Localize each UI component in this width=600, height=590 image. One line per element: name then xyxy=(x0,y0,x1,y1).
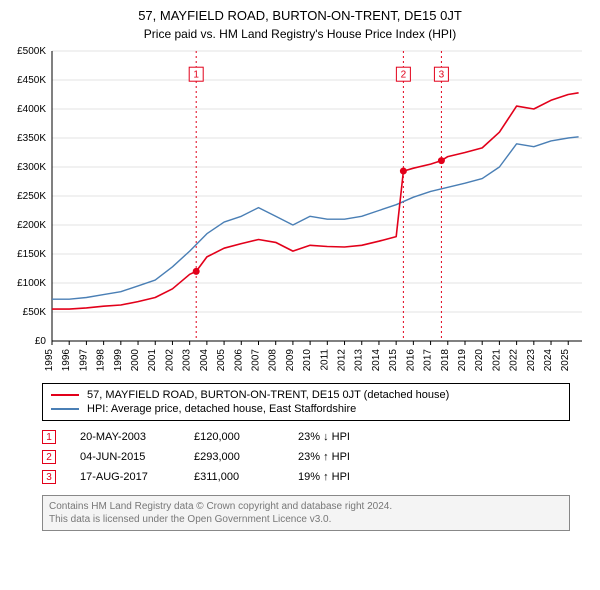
footer-line-2: This data is licensed under the Open Gov… xyxy=(49,513,563,526)
svg-text:2006: 2006 xyxy=(233,349,244,372)
legend-label: HPI: Average price, detached house, East… xyxy=(87,403,356,415)
svg-text:2005: 2005 xyxy=(216,349,227,372)
svg-text:£400K: £400K xyxy=(17,104,46,115)
svg-text:£200K: £200K xyxy=(17,220,46,231)
svg-text:2015: 2015 xyxy=(388,349,399,372)
chart-container: £0 £50K £100K £150K £200K £250K £300K £350K £400… xyxy=(0,47,600,377)
event-delta: 19% ↑ HPI xyxy=(298,471,378,483)
legend-box: 57, MAYFIELD ROAD, BURTON-ON-TRENT, DE15… xyxy=(42,383,570,421)
svg-text:2024: 2024 xyxy=(543,349,554,372)
svg-text:1999: 1999 xyxy=(113,349,124,372)
svg-text:1995: 1995 xyxy=(44,349,55,372)
svg-text:1: 1 xyxy=(193,70,199,81)
page-subtitle: Price paid vs. HM Land Registry's House … xyxy=(0,23,600,47)
event-price: £293,000 xyxy=(194,451,274,463)
event-date: 17-AUG-2017 xyxy=(80,471,170,483)
svg-text:£350K: £350K xyxy=(17,133,46,144)
events-table: 1 20-MAY-2003 £120,000 23% ↓ HPI 2 04-JUN-201… xyxy=(42,427,570,487)
svg-text:1997: 1997 xyxy=(78,349,89,372)
svg-text:£0: £0 xyxy=(35,336,47,347)
svg-text:2000: 2000 xyxy=(130,349,141,372)
event-price: £311,000 xyxy=(194,471,274,483)
legend-item: 57, MAYFIELD ROAD, BURTON-ON-TRENT, DE15… xyxy=(51,388,561,402)
svg-text:3: 3 xyxy=(439,70,445,81)
event-marker: 3 xyxy=(42,470,56,484)
svg-text:2016: 2016 xyxy=(405,349,416,372)
svg-text:2018: 2018 xyxy=(440,349,451,372)
svg-text:2002: 2002 xyxy=(164,349,175,372)
event-delta: 23% ↑ HPI xyxy=(298,451,378,463)
svg-text:2001: 2001 xyxy=(147,349,158,372)
event-row: 1 20-MAY-2003 £120,000 23% ↓ HPI xyxy=(42,427,570,447)
svg-text:2020: 2020 xyxy=(474,349,485,372)
svg-text:2004: 2004 xyxy=(199,349,210,372)
svg-text:2: 2 xyxy=(401,70,407,81)
svg-text:2019: 2019 xyxy=(457,349,468,372)
event-date: 04-JUN-2015 xyxy=(80,451,170,463)
svg-text:1998: 1998 xyxy=(96,349,107,372)
svg-text:£450K: £450K xyxy=(17,75,46,86)
event-row: 2 04-JUN-2015 £293,000 23% ↑ HPI xyxy=(42,447,570,467)
legend-label: 57, MAYFIELD ROAD, BURTON-ON-TRENT, DE15… xyxy=(87,389,449,401)
svg-text:2022: 2022 xyxy=(509,349,520,372)
svg-text:2008: 2008 xyxy=(268,349,279,372)
svg-text:2003: 2003 xyxy=(182,349,193,372)
svg-text:2025: 2025 xyxy=(560,349,571,372)
legend-swatch xyxy=(51,408,79,410)
svg-text:£50K: £50K xyxy=(23,307,47,318)
svg-text:2012: 2012 xyxy=(337,349,348,372)
svg-text:2023: 2023 xyxy=(526,349,537,372)
svg-text:2009: 2009 xyxy=(285,349,296,372)
svg-text:2011: 2011 xyxy=(319,349,330,371)
svg-text:£150K: £150K xyxy=(17,249,46,260)
event-row: 3 17-AUG-2017 £311,000 19% ↑ HPI xyxy=(42,467,570,487)
legend-item: HPI: Average price, detached house, East… xyxy=(51,402,561,416)
legend-swatch xyxy=(51,394,79,396)
event-delta: 23% ↓ HPI xyxy=(298,431,378,443)
page-title: 57, MAYFIELD ROAD, BURTON-ON-TRENT, DE15… xyxy=(0,0,600,23)
svg-text:2017: 2017 xyxy=(423,349,434,372)
svg-text:£250K: £250K xyxy=(17,191,46,202)
event-price: £120,000 xyxy=(194,431,274,443)
event-marker: 1 xyxy=(42,430,56,444)
attribution-footer: Contains HM Land Registry data © Crown c… xyxy=(42,495,570,531)
svg-text:£500K: £500K xyxy=(17,47,46,57)
svg-text:2010: 2010 xyxy=(302,349,313,372)
svg-text:2007: 2007 xyxy=(250,349,261,372)
svg-text:£100K: £100K xyxy=(17,278,46,289)
svg-text:2013: 2013 xyxy=(354,349,365,372)
svg-text:1996: 1996 xyxy=(61,349,72,372)
svg-text:2014: 2014 xyxy=(371,349,382,372)
svg-text:2021: 2021 xyxy=(491,349,502,372)
event-date: 20-MAY-2003 xyxy=(80,431,170,443)
svg-text:£300K: £300K xyxy=(17,162,46,173)
footer-line-1: Contains HM Land Registry data © Crown c… xyxy=(49,500,563,513)
line-chart: £0 £50K £100K £150K £200K £250K £300K £350K £400… xyxy=(0,47,600,377)
event-marker: 2 xyxy=(42,450,56,464)
